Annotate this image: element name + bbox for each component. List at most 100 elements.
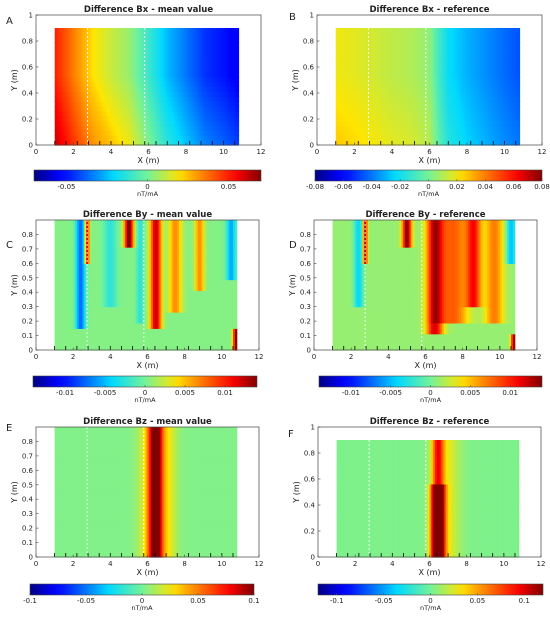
heatmap-cell — [515, 91, 519, 97]
heatmap-cell — [365, 37, 369, 44]
heatmap-cell — [120, 71, 123, 78]
heatmap-cell — [66, 140, 69, 146]
heatmap-cell — [178, 81, 181, 88]
heatmap-cell — [450, 62, 453, 68]
heatmap-cell — [348, 130, 352, 136]
heatmap-cell — [485, 37, 489, 44]
heatmap-cell — [440, 71, 444, 78]
heatmap-cell — [474, 120, 477, 127]
heatmap-cell — [384, 47, 387, 53]
heatmap-cell — [418, 67, 421, 73]
heatmap-cell — [365, 115, 369, 122]
heatmap-cell — [343, 86, 346, 92]
heatmap-cell — [58, 317, 61, 324]
heatmap-cell — [146, 28, 150, 34]
heatmap-cell — [498, 106, 502, 112]
heatmap-cell — [234, 67, 238, 73]
heatmap-cell — [440, 81, 444, 88]
heatmap-cell — [453, 125, 457, 131]
heatmap-cell — [395, 76, 399, 83]
heatmap-cell — [382, 52, 386, 58]
heatmap-cell — [360, 110, 363, 117]
heatmap-cell — [165, 57, 168, 63]
heatmap-cell — [82, 47, 86, 53]
heatmap-cell — [337, 67, 341, 73]
heatmap-cell — [468, 91, 472, 97]
heatmap-cell — [71, 120, 75, 127]
heatmap-cell — [416, 101, 419, 107]
heatmap-cell — [227, 140, 230, 146]
heatmap-cell — [517, 135, 521, 141]
heatmap-cell — [81, 57, 84, 63]
heatmap-cell — [497, 115, 500, 122]
heatmap-cell — [208, 32, 211, 39]
heatmap-cell — [446, 32, 449, 39]
heatmap-cell — [399, 47, 402, 53]
heatmap-cell — [94, 52, 97, 58]
heatmap-cell — [483, 86, 487, 92]
heatmap-cell — [517, 115, 521, 122]
heatmap-cell — [335, 125, 339, 131]
heatmap-cell — [495, 42, 498, 49]
heatmap-cell — [206, 42, 210, 49]
heatmap-cell — [408, 101, 412, 107]
heatmap-cell — [101, 32, 105, 39]
heatmap-cell — [341, 57, 344, 63]
heatmap-cell — [414, 42, 417, 49]
heatmap-cell — [169, 86, 172, 92]
heatmap-cell — [69, 52, 73, 58]
heatmap-cell — [66, 130, 69, 136]
heatmap-cell — [412, 47, 416, 53]
heatmap-cell — [137, 96, 140, 102]
heatmap-cell — [236, 130, 240, 136]
heatmap-cell — [427, 62, 431, 68]
heatmap-cell — [146, 115, 150, 122]
heatmap-cell — [133, 67, 136, 73]
heatmap-cell — [103, 76, 106, 83]
heatmap-cell — [500, 86, 504, 92]
colorbar-tick-label: -0.06 — [334, 183, 353, 191]
heatmap-cell — [156, 120, 159, 127]
heatmap-cell — [459, 52, 462, 58]
heatmap-cell — [101, 130, 105, 136]
heatmap-cell — [182, 81, 185, 88]
heatmap-cell — [174, 81, 178, 88]
heatmap-cell — [77, 115, 80, 122]
heatmap-cell — [407, 37, 410, 44]
heatmap-cell — [159, 52, 163, 58]
heatmap-cell — [515, 37, 519, 44]
heatmap-cell — [126, 106, 129, 112]
heatmap-cell — [405, 32, 408, 39]
heatmap-cell — [234, 101, 238, 107]
heatmap-cell — [180, 71, 183, 78]
heatmap-cell — [418, 115, 421, 122]
heatmap-cell — [371, 67, 374, 73]
heatmap-cell — [92, 76, 95, 83]
heatmap-cell — [109, 52, 112, 58]
heatmap-cell — [504, 125, 507, 131]
heatmap-cell — [431, 115, 434, 122]
heatmap-cell — [450, 42, 453, 49]
heatmap-cell — [223, 130, 226, 136]
heatmap-cell — [431, 81, 434, 88]
heatmap-cell — [350, 62, 354, 68]
heatmap-cell — [193, 135, 196, 141]
heatmap-cell — [512, 81, 515, 88]
heatmap-cell — [341, 125, 344, 131]
heatmap-cell — [202, 86, 206, 92]
heatmap-cell — [69, 62, 73, 68]
heatmap-cell — [489, 86, 492, 92]
heatmap-cell — [360, 47, 363, 53]
heatmap-cell — [377, 71, 380, 78]
heatmap-cell — [217, 81, 221, 88]
heatmap-cell — [82, 101, 86, 107]
heatmap-cell — [90, 81, 93, 88]
heatmap-cell — [81, 106, 84, 112]
heatmap-cell — [422, 76, 425, 83]
heatmap-cell — [339, 130, 342, 136]
heatmap-cell — [107, 120, 110, 127]
heatmap-cell — [452, 37, 455, 44]
heatmap-cell — [206, 47, 210, 53]
heatmap-cell — [416, 32, 419, 39]
heatmap-cell — [116, 62, 120, 68]
